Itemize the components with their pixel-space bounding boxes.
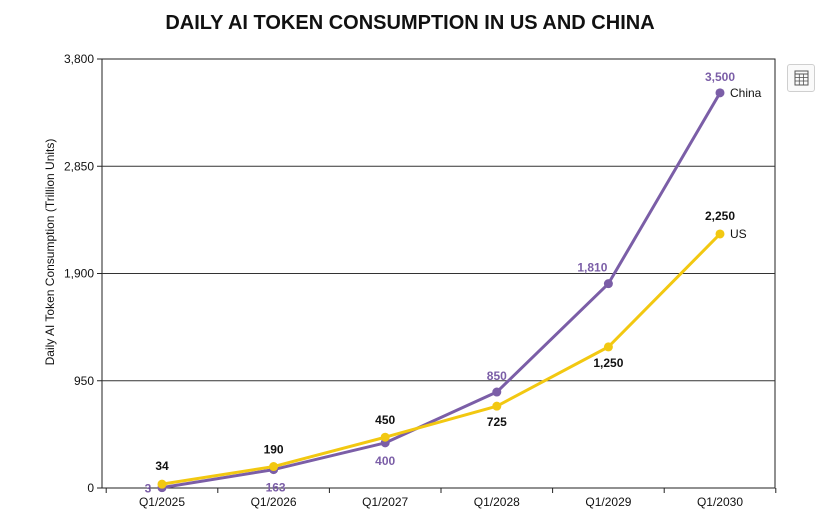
x-tick-label: Q1/2025 <box>139 495 185 509</box>
data-point-china <box>603 279 613 289</box>
data-label-us: 190 <box>264 443 284 457</box>
data-label-china: 850 <box>487 369 507 383</box>
y-tick-label: 2,850 <box>64 159 94 173</box>
series-layer <box>157 88 725 493</box>
y-tick-label: 1,900 <box>64 267 94 281</box>
data-label-china: 400 <box>375 454 395 468</box>
series-line-us <box>161 232 722 486</box>
x-tick-label: Q1/2027 <box>362 495 408 509</box>
axis-layer: 0 950 1,900 2,850 3,800 Q1/2025 Q1/2026 Q1/2027… <box>64 52 777 509</box>
table-icon <box>794 70 809 86</box>
data-point-us <box>492 401 502 411</box>
data-label-us: 1,250 <box>593 356 623 370</box>
data-point-china <box>715 88 725 98</box>
legend-label-china: China <box>730 86 762 100</box>
data-label-china: 1,810 <box>577 261 607 275</box>
x-tick-label: Q1/2028 <box>474 495 520 509</box>
data-label-china: 163 <box>266 481 286 495</box>
x-tick-label: Q1/2029 <box>585 495 631 509</box>
legend-label-us: US <box>730 227 747 241</box>
data-label-us: 725 <box>487 415 507 429</box>
y-tick-label: 0 <box>87 481 94 495</box>
data-point-us <box>603 342 613 352</box>
data-label-china: 3,500 <box>705 70 735 84</box>
data-label-us: 2,250 <box>705 209 735 223</box>
x-tick-label: Q1/2026 <box>251 495 297 509</box>
y-tick-label: 3,800 <box>64 52 94 66</box>
data-label-us: 450 <box>375 413 395 427</box>
data-point-us <box>269 462 279 472</box>
x-tick-label: Q1/2030 <box>697 495 743 509</box>
data-point-us <box>715 229 725 239</box>
table-view-button[interactable] <box>787 64 815 92</box>
label-layer: 3 163 400 850 1,810 3,500 China 34 190 450 725 1,25… <box>145 70 762 496</box>
y-tick-label: 950 <box>74 374 94 388</box>
data-point-china <box>492 387 502 397</box>
data-point-us <box>157 479 167 489</box>
chart-title: DAILY AI TOKEN CONSUMPTION IN US AND CHI… <box>165 12 655 34</box>
data-label-china: 3 <box>145 482 152 496</box>
data-label-us: 34 <box>155 459 169 473</box>
y-axis-label: Daily AI Token Consumption (Trillion Uni… <box>43 139 57 366</box>
series-line-china <box>161 92 722 490</box>
data-point-us <box>380 432 390 442</box>
